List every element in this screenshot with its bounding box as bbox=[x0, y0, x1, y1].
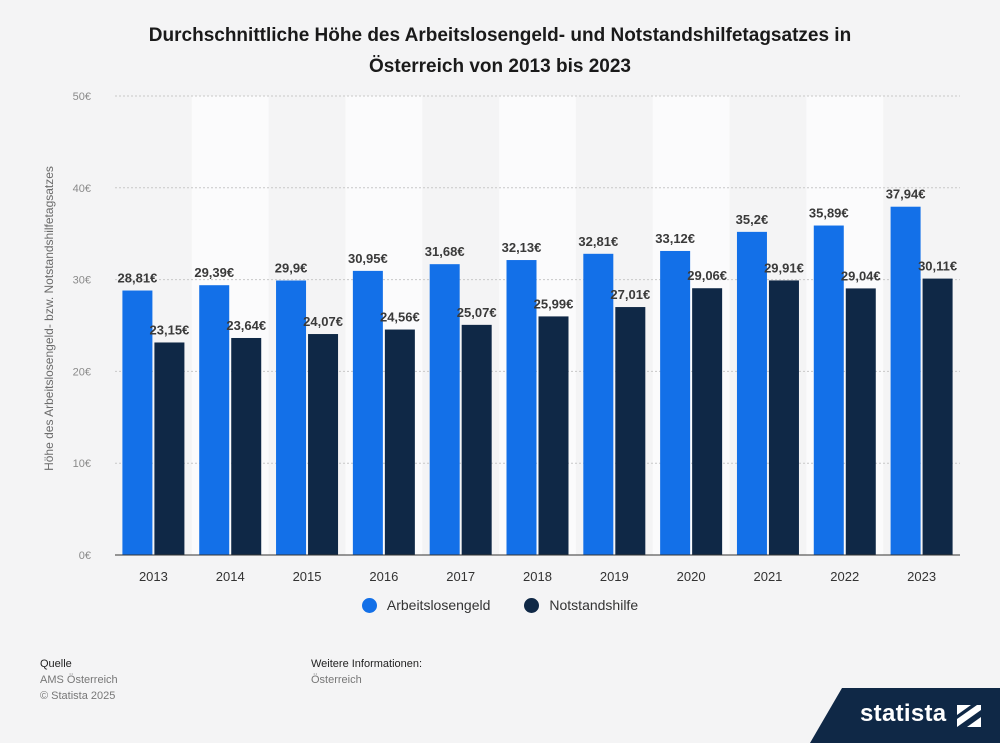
x-tick-label: 2022 bbox=[830, 569, 859, 584]
chart-title-line-1: Durchschnittliche Höhe des Arbeitsloseng… bbox=[148, 25, 852, 46]
info-heading: Weitere Informationen: bbox=[311, 658, 423, 670]
data-label: 30,11€ bbox=[918, 259, 957, 274]
data-label: 30,95€ bbox=[348, 251, 388, 266]
data-label: 29,06€ bbox=[687, 268, 727, 283]
bar-arbeitslosengeld[interactable] bbox=[506, 260, 537, 555]
bar-arbeitslosengeld[interactable] bbox=[813, 225, 844, 556]
bar-notstandshilfe[interactable] bbox=[154, 342, 185, 555]
x-tick-label: 2023 bbox=[907, 569, 936, 584]
bar-notstandshilfe[interactable] bbox=[538, 316, 569, 555]
legend-marker-notstandshilfe bbox=[524, 597, 540, 613]
data-label: 24,56€ bbox=[380, 310, 420, 325]
bar-notstandshilfe[interactable] bbox=[768, 280, 799, 555]
x-tick-label: 2017 bbox=[446, 569, 475, 584]
copyright: © Statista 2025 bbox=[40, 690, 116, 702]
bar-notstandshilfe[interactable] bbox=[922, 278, 953, 555]
data-label: 28,81€ bbox=[118, 271, 158, 286]
bar-notstandshilfe[interactable] bbox=[845, 288, 876, 555]
source-heading: Quelle bbox=[40, 658, 72, 670]
data-label: 25,99€ bbox=[534, 296, 574, 311]
bar-notstandshilfe[interactable] bbox=[231, 337, 262, 555]
x-tick-label: 2021 bbox=[753, 569, 782, 584]
logo-background bbox=[810, 688, 1000, 743]
bar-arbeitslosengeld[interactable] bbox=[660, 250, 691, 555]
bar-arbeitslosengeld[interactable] bbox=[122, 290, 153, 555]
x-tick-label: 2016 bbox=[369, 569, 398, 584]
y-tick-label: 30€ bbox=[73, 275, 91, 287]
y-tick-label: 10€ bbox=[73, 458, 91, 470]
bar-notstandshilfe[interactable] bbox=[308, 334, 339, 555]
bar-arbeitslosengeld[interactable] bbox=[583, 253, 614, 555]
data-label: 32,81€ bbox=[578, 234, 618, 249]
x-tick-label: 2020 bbox=[677, 569, 706, 584]
bar-arbeitslosengeld[interactable] bbox=[890, 206, 921, 555]
x-tick-label: 2018 bbox=[523, 569, 552, 584]
bar-arbeitslosengeld[interactable] bbox=[429, 264, 460, 555]
data-label: 33,12€ bbox=[655, 231, 695, 246]
x-tick-label: 2013 bbox=[139, 569, 168, 584]
chart-title-line-2: Österreich von 2013 bis 2023 bbox=[369, 56, 631, 77]
legend-item-arbeitslosengeld[interactable]: Arbeitslosengeld bbox=[361, 597, 491, 613]
data-label: 32,13€ bbox=[502, 240, 542, 255]
chart-title: Durchschnittliche Höhe des Arbeitsloseng… bbox=[60, 20, 940, 82]
source-name[interactable]: AMS Österreich bbox=[40, 674, 118, 686]
data-label: 31,68€ bbox=[425, 244, 465, 259]
y-axis-title: Höhe des Arbeitslosengeld- bzw. Notstand… bbox=[42, 166, 56, 471]
data-label: 29,9€ bbox=[275, 261, 308, 276]
y-tick-label: 0€ bbox=[79, 550, 91, 562]
y-tick-label: 50€ bbox=[73, 91, 91, 103]
info-block: Weitere Informationen: Österreich bbox=[311, 656, 422, 688]
data-label: 25,07€ bbox=[457, 305, 497, 320]
legend-label-notstandshilfe: Notstandshilfe bbox=[549, 597, 639, 613]
data-label: 29,04€ bbox=[841, 268, 881, 283]
statista-mark-icon bbox=[957, 705, 981, 727]
y-tick-label: 40€ bbox=[73, 183, 91, 195]
x-tick-label: 2015 bbox=[293, 569, 322, 584]
y-tick-label: 20€ bbox=[73, 366, 91, 378]
logo-text: statista bbox=[860, 700, 947, 727]
data-label: 29,91€ bbox=[764, 260, 804, 275]
bar-notstandshilfe[interactable] bbox=[461, 324, 492, 555]
info-text[interactable]: Österreich bbox=[311, 674, 362, 686]
x-tick-label: 2019 bbox=[600, 569, 629, 584]
data-label: 23,15€ bbox=[150, 322, 190, 337]
chart-legend: Arbeitslosengeld Notstandshilfe bbox=[0, 597, 1000, 613]
bar-notstandshilfe[interactable] bbox=[615, 307, 646, 555]
bar-notstandshilfe[interactable] bbox=[384, 329, 415, 555]
source-block: Quelle AMS Österreich © Statista 2025 bbox=[40, 656, 118, 704]
data-label: 35,2€ bbox=[736, 212, 769, 227]
data-label: 29,39€ bbox=[194, 265, 234, 280]
bar-arbeitslosengeld[interactable] bbox=[736, 231, 767, 555]
bar-notstandshilfe[interactable] bbox=[692, 288, 723, 555]
data-label: 37,94€ bbox=[886, 187, 926, 202]
statista-logo[interactable]: statista bbox=[810, 688, 1000, 743]
data-label: 24,07€ bbox=[303, 314, 343, 329]
legend-marker-arbeitslosengeld bbox=[361, 597, 377, 613]
bar-chart: 0€ 10€ 20€ 30€ 40€ 50€ Höhe des Arbeitslosenge… bbox=[42, 91, 960, 584]
x-tick-label: 2014 bbox=[216, 569, 245, 584]
legend-item-notstandshilfe[interactable]: Notstandshilfe bbox=[524, 597, 638, 613]
data-label: 27,01€ bbox=[610, 287, 650, 302]
legend-label-arbeitslosengeld: Arbeitslosengeld bbox=[386, 597, 491, 613]
data-label: 23,64€ bbox=[226, 318, 266, 333]
bar-arbeitslosengeld[interactable] bbox=[276, 280, 307, 555]
data-label: 35,89€ bbox=[809, 206, 849, 221]
bar-arbeitslosengeld[interactable] bbox=[352, 270, 383, 555]
bar-arbeitslosengeld[interactable] bbox=[199, 285, 230, 555]
